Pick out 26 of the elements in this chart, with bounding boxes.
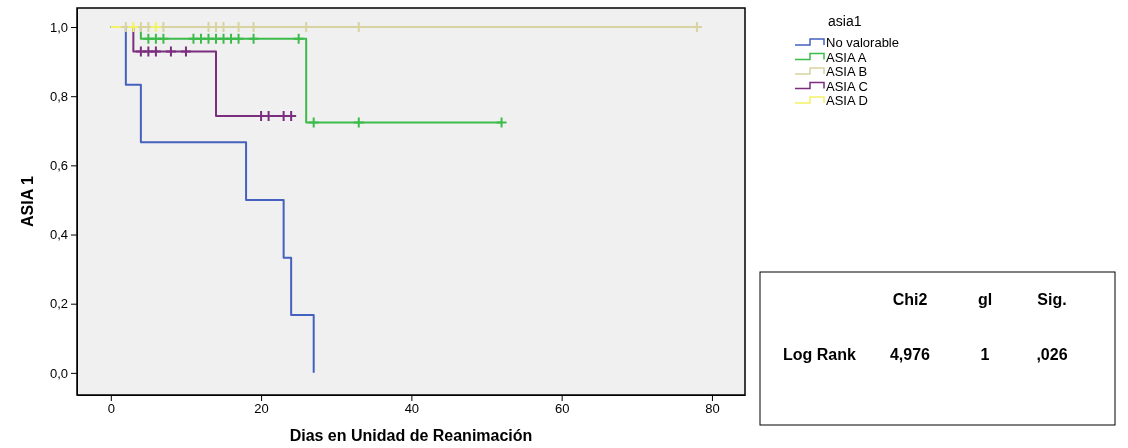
x-tick-label: 20 [254,401,269,417]
text: 1 [980,346,990,363]
y-tick-label: 0,4 [49,227,68,243]
legend-label: ASIA A [826,49,867,65]
text: Chi2 [892,291,928,308]
legend-label: No valorable [826,35,899,50]
x-tick-label: 60 [554,401,570,417]
legend-label: ASIA B [826,64,868,79]
text: Log Rank [783,346,856,363]
y-tick-label: 0,2 [49,296,68,312]
y-tick-label: 0,6 [49,158,68,174]
x-tick-label: 40 [404,401,420,417]
y-tick-label: 0,8 [49,88,68,104]
y-axis-title: ASIA 1 [19,175,36,227]
legend-label: ASIA C [826,78,868,94]
text: gl [977,291,993,308]
y-tick-label: 0,0 [49,365,68,381]
text: Sig. [1037,291,1067,308]
legend-label: ASIA D [826,93,868,108]
text: 4,976 [889,346,931,363]
x-tick-label: 0 [107,401,115,417]
text: ,026 [1036,346,1068,363]
x-axis-title: Dias en Unidad de Reanimación [289,427,533,444]
x-tick-label: 80 [705,401,720,417]
y-tick-label: 1,0 [49,19,68,35]
legend-title: asia1 [828,13,862,29]
